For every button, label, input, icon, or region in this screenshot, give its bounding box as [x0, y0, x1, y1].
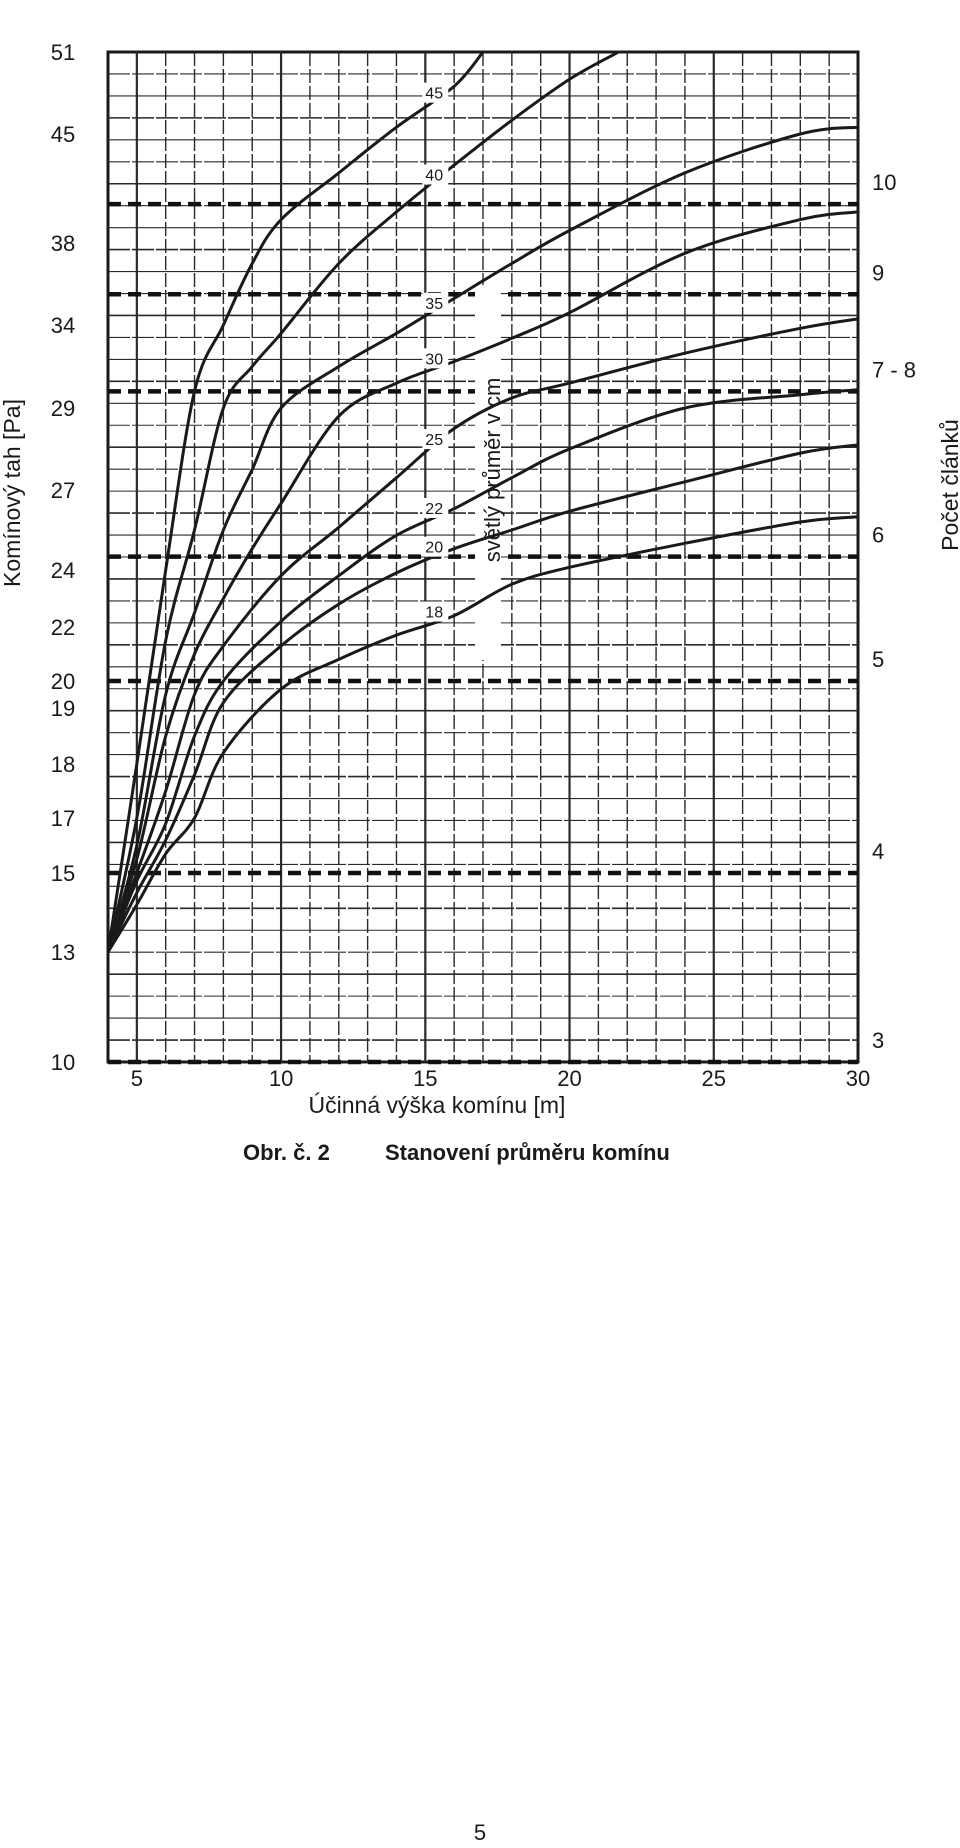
series-label-bg	[422, 164, 449, 185]
x-tick-label: 5	[131, 1066, 143, 1091]
series-label-bg	[422, 601, 449, 622]
y-tick-label: 34	[51, 313, 75, 338]
series-line-45	[106, 51, 485, 953]
x-axis-title: Účinná výška komínu [m]	[309, 1092, 566, 1118]
series-label: 30	[425, 351, 443, 368]
x-tick-label: 15	[413, 1066, 437, 1091]
page-number: 5	[473, 1820, 487, 1845]
y-tick-label: 22	[51, 615, 75, 640]
y-tick-label: 17	[51, 806, 75, 831]
x-tick-label: 20	[557, 1066, 581, 1091]
y-tick-label: 20	[51, 669, 75, 694]
reference-line-label: 7 - 8	[872, 357, 916, 382]
series-label: 18	[425, 605, 443, 622]
series-label: 25	[425, 432, 443, 449]
reference-line-label: 4	[872, 839, 884, 864]
series-label-bg	[422, 429, 449, 450]
x-tick-label: 30	[846, 1066, 870, 1091]
reference-line-label: 5	[872, 647, 884, 672]
reference-lines: 3 4 5 6 7 - 8 9 10	[108, 170, 916, 1065]
series-line-40	[106, 50, 620, 953]
series-labels: 45 40 35 30 25 22 20 18	[422, 82, 449, 622]
y-tick-label: 19	[51, 696, 75, 721]
caption-number: Obr. č. 2	[243, 1140, 330, 1165]
y-tick-label: 38	[51, 231, 75, 256]
series-label-bg	[422, 82, 449, 103]
series-line-20	[106, 443, 859, 953]
series-label-bg	[422, 536, 449, 557]
series-lines	[106, 50, 859, 953]
y-tick-label: 15	[51, 861, 75, 886]
caption-title: Stanovení průměru komínu	[385, 1140, 670, 1165]
y-tick-label: 18	[51, 752, 75, 777]
series-label: 45	[425, 86, 443, 103]
series-label-bg	[422, 498, 449, 518]
series-group-label: světlý průměr v cm	[480, 378, 505, 563]
reference-line-label: 10	[872, 170, 896, 195]
x-tick-label: 25	[702, 1066, 726, 1091]
series-line-18	[106, 515, 859, 953]
y-tick-label: 29	[51, 396, 75, 421]
y-tick-label: 13	[51, 940, 75, 965]
series-line-22	[106, 388, 859, 953]
series-label: 40	[425, 168, 443, 185]
y-axis-title: Komínový tah [Pa]	[0, 399, 25, 587]
y-tick-label: 10	[51, 1050, 75, 1075]
series-label-bg	[422, 348, 449, 369]
series-label: 35	[425, 296, 443, 313]
y-tick-label: 27	[51, 478, 75, 503]
x-tick-labels: 5 10 15 20 25 30	[131, 1066, 871, 1091]
y-tick-label: 45	[51, 122, 75, 147]
series-label: 22	[425, 501, 443, 518]
series-line-25	[106, 317, 859, 953]
series-label-bg	[422, 292, 449, 313]
reference-line-label: 3	[872, 1028, 884, 1053]
right-axis-title: Počet článků	[937, 419, 960, 551]
reference-line-label: 6	[872, 523, 884, 548]
series-line-30	[106, 210, 859, 953]
series-line-35	[106, 125, 859, 953]
x-tick-label: 10	[269, 1066, 293, 1091]
series-label: 20	[425, 540, 443, 557]
y-tick-label: 51	[51, 40, 75, 65]
reference-line-label: 9	[872, 260, 884, 285]
y-tick-label: 24	[51, 558, 75, 583]
